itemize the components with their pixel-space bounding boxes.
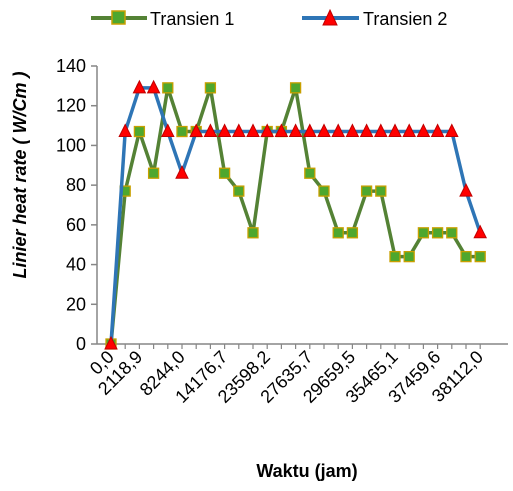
x-ticks: 0,02118,98244,014176,723598,227635,72965… bbox=[86, 344, 487, 407]
data-point-triangle bbox=[402, 123, 417, 138]
data-point-triangle bbox=[104, 335, 118, 350]
data-point-triangle bbox=[359, 123, 374, 138]
series-2 bbox=[104, 79, 488, 350]
legend-item-transien-1: Transien 1 bbox=[91, 9, 234, 29]
data-point-triangle bbox=[444, 123, 459, 138]
data-point-square bbox=[176, 125, 188, 138]
data-point-square bbox=[247, 227, 259, 239]
data-point-triangle bbox=[132, 79, 147, 94]
data-point-square bbox=[218, 167, 231, 179]
data-point-square bbox=[431, 227, 444, 239]
data-point-triangle bbox=[302, 123, 317, 138]
y-tick-label: 0 bbox=[76, 334, 86, 354]
legend-item-transien-2: Transien 2 bbox=[302, 8, 447, 29]
data-point-triangle bbox=[373, 123, 388, 138]
legend-marker-square-icon bbox=[111, 10, 126, 25]
data-point-square bbox=[304, 167, 316, 179]
data-point-square bbox=[346, 227, 359, 239]
series-layer bbox=[104, 79, 488, 350]
data-point-triangle bbox=[416, 123, 431, 138]
data-point-triangle bbox=[388, 123, 402, 138]
legend-label-transien-2: Transien 2 bbox=[363, 9, 447, 29]
data-point-triangle bbox=[274, 123, 289, 138]
data-point-square bbox=[332, 227, 344, 239]
y-tick-label: 80 bbox=[66, 175, 86, 195]
data-point-square bbox=[446, 227, 458, 239]
data-point-triangle bbox=[459, 182, 473, 197]
data-point-square bbox=[318, 185, 330, 197]
y-tick-label: 140 bbox=[56, 56, 86, 76]
data-point-square bbox=[204, 82, 217, 94]
legend-marker-triangle-icon bbox=[322, 8, 338, 26]
data-point-triangle bbox=[246, 123, 260, 138]
y-tick-label: 20 bbox=[66, 294, 86, 314]
data-point-triangle bbox=[231, 123, 246, 138]
data-point-triangle bbox=[118, 123, 133, 138]
data-point-square bbox=[162, 82, 174, 94]
legend-label-transien-1: Transien 1 bbox=[150, 9, 234, 29]
data-point-triangle bbox=[317, 123, 331, 138]
data-point-square bbox=[389, 250, 401, 263]
data-point-triangle bbox=[217, 123, 232, 138]
data-point-square bbox=[474, 250, 486, 263]
data-point-triangle bbox=[160, 123, 175, 138]
y-ticks: 0 20 40 60 80 100 120 140 bbox=[56, 56, 97, 354]
legend: Transien 1 Transien 2 bbox=[91, 8, 447, 29]
data-point-square bbox=[460, 250, 472, 263]
data-point-square bbox=[147, 167, 160, 179]
data-point-triangle bbox=[203, 123, 218, 138]
data-point-square bbox=[360, 185, 373, 197]
data-point-square bbox=[233, 185, 245, 197]
series-1 bbox=[105, 82, 486, 350]
data-point-triangle bbox=[175, 165, 189, 179]
data-point-triangle bbox=[146, 79, 161, 94]
data-point-triangle bbox=[189, 123, 204, 138]
data-point-triangle bbox=[331, 123, 346, 138]
x-axis-title: Waktu (jam) bbox=[256, 461, 357, 481]
data-point-square bbox=[375, 185, 387, 197]
y-tick-label: 100 bbox=[56, 135, 86, 155]
y-axis-title: Linier heat rate ( W/Cm ) bbox=[10, 71, 30, 278]
data-point-triangle bbox=[260, 123, 275, 138]
data-point-triangle bbox=[345, 123, 360, 138]
y-tick-label: 60 bbox=[66, 215, 86, 235]
data-point-triangle bbox=[288, 123, 303, 138]
axes bbox=[96, 66, 508, 345]
data-point-triangle bbox=[473, 224, 488, 239]
data-point-triangle bbox=[430, 123, 445, 138]
y-tick-label: 40 bbox=[66, 255, 86, 275]
data-point-square bbox=[289, 82, 302, 94]
y-tick-label: 120 bbox=[56, 96, 86, 116]
data-point-square bbox=[403, 250, 415, 263]
data-point-square bbox=[133, 125, 146, 138]
data-point-square bbox=[417, 227, 430, 239]
